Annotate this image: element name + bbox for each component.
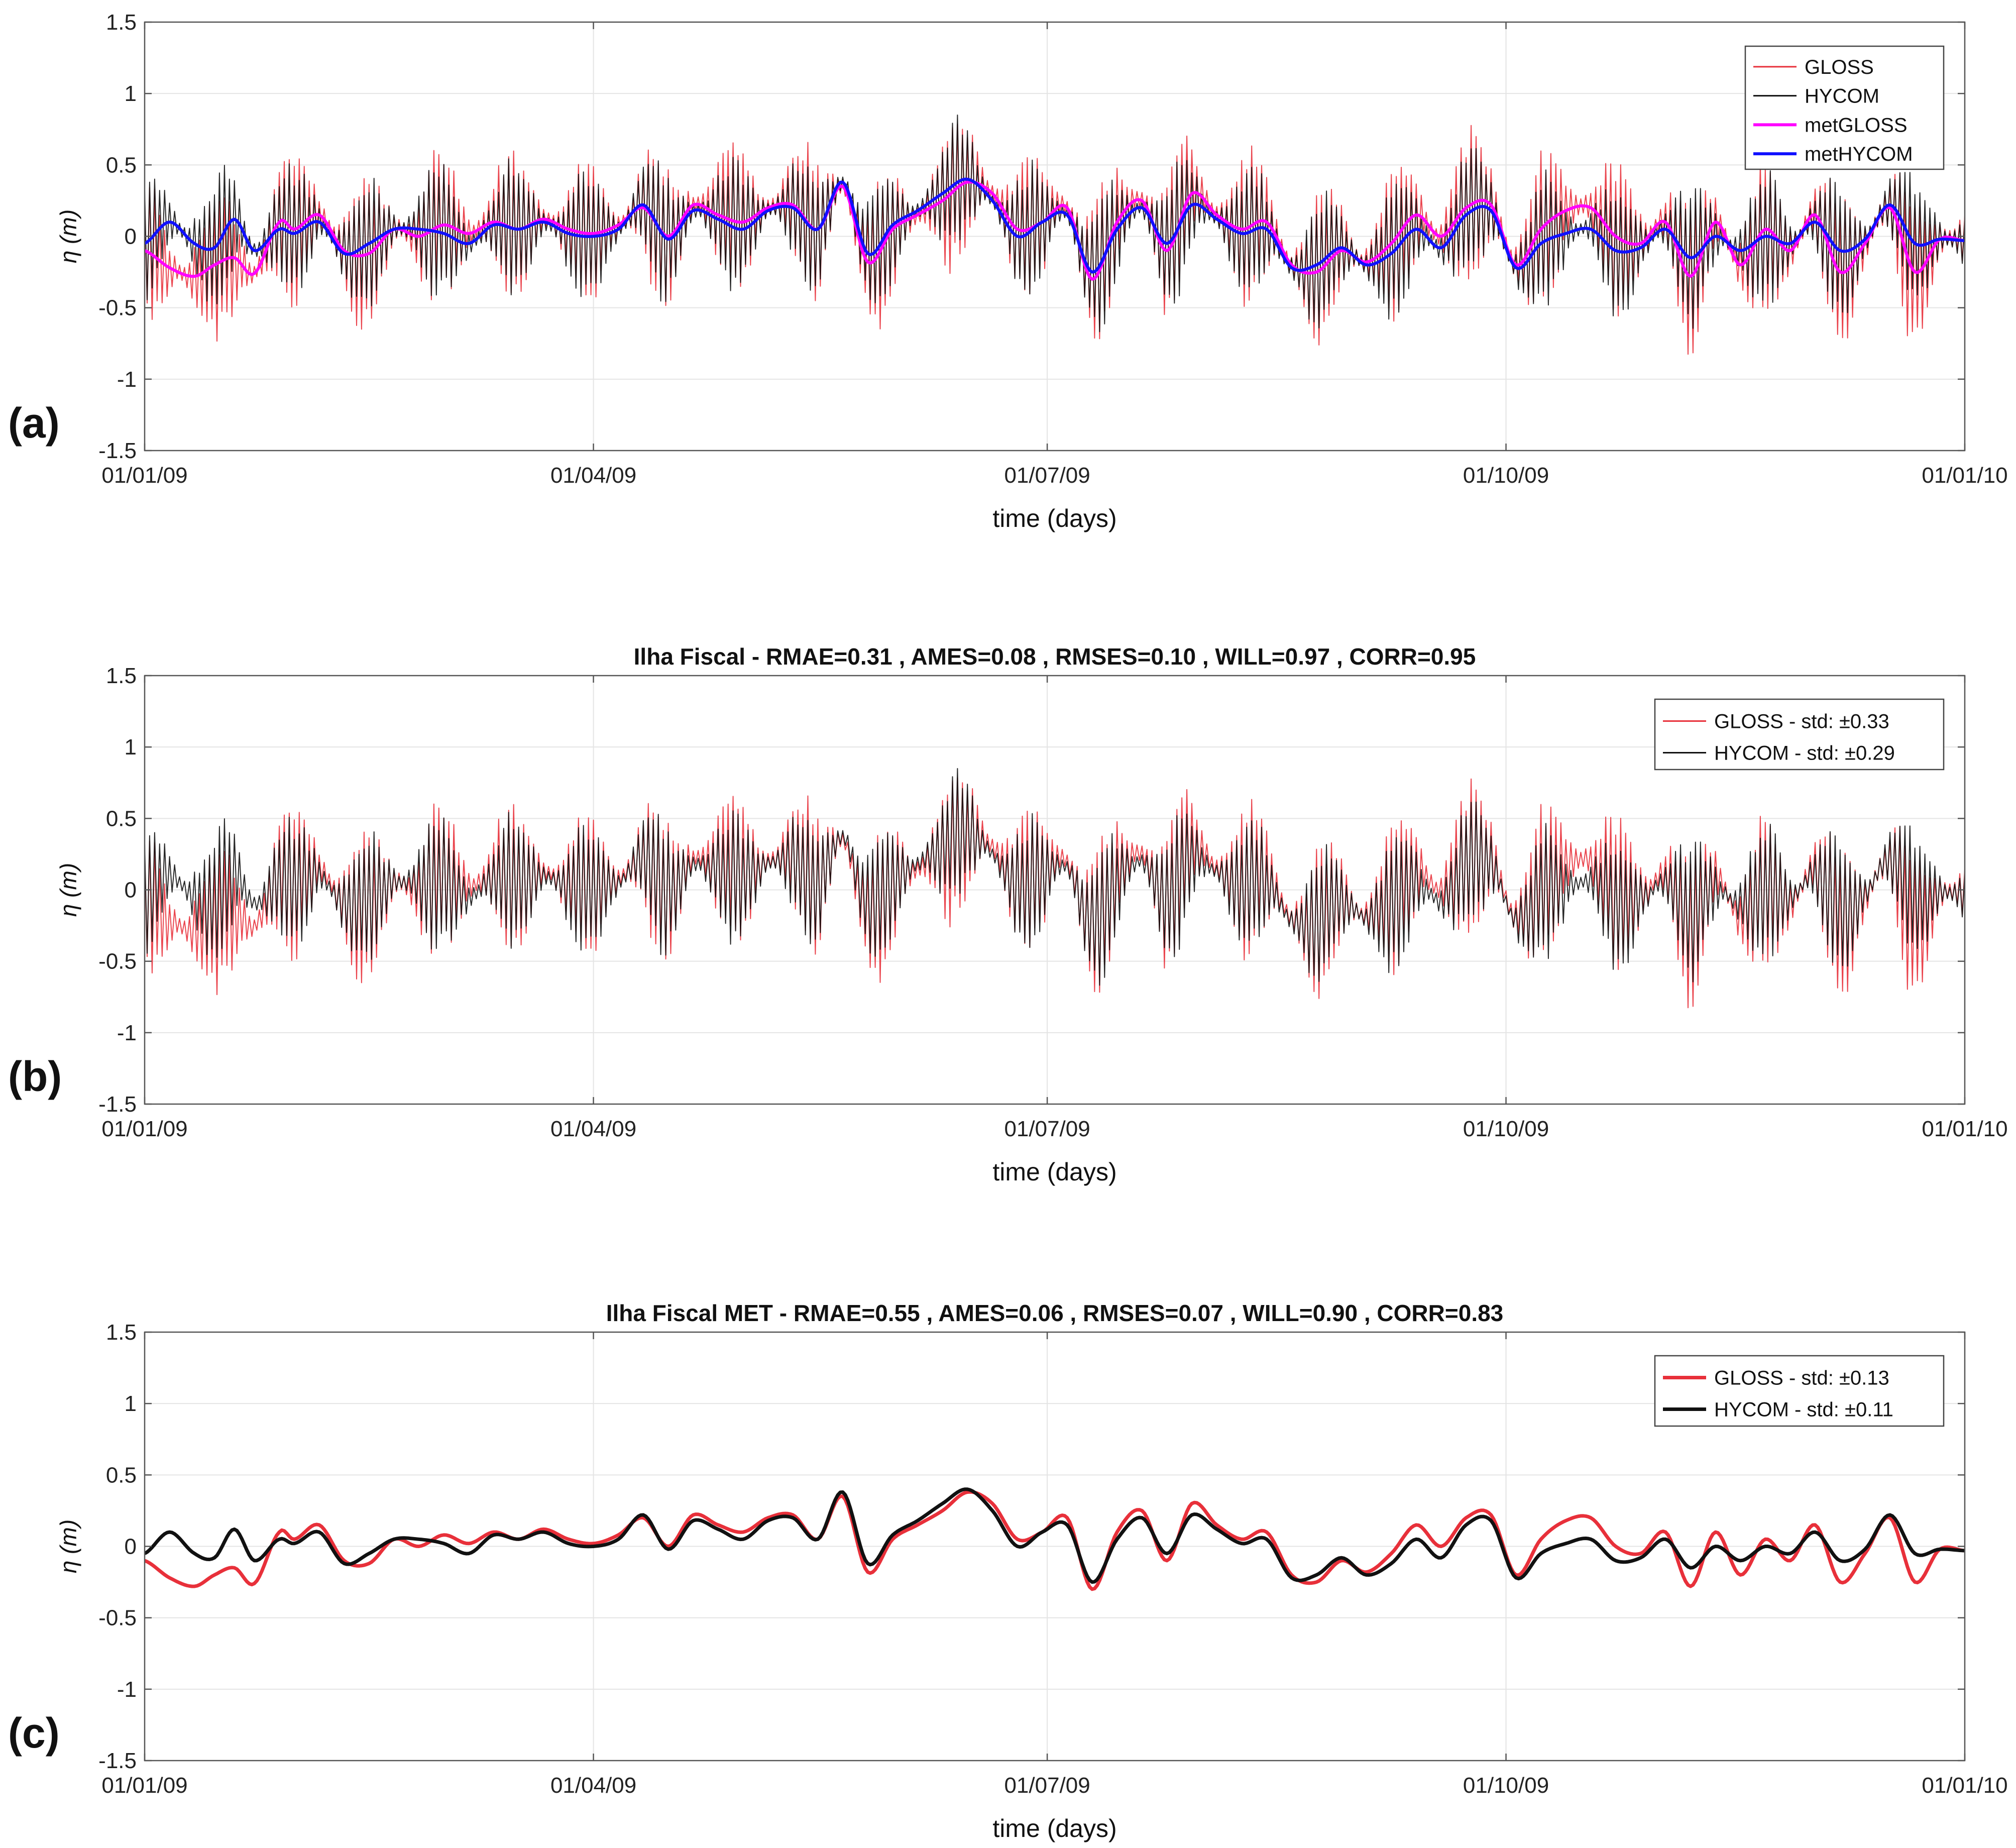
- x-tick-label: 01/07/09: [1004, 463, 1090, 488]
- y-tick-label: 0: [125, 225, 137, 249]
- y-tick-label: -1: [117, 1677, 137, 1702]
- y-tick-label: 1: [125, 1391, 137, 1416]
- y-axis-label: η (m): [55, 1519, 81, 1573]
- x-tick-label: 01/04/09: [550, 1773, 636, 1798]
- series-line-2-2: [145, 768, 1965, 986]
- legend-box: [1654, 1355, 1945, 1427]
- x-tick-label: 01/01/10: [1922, 1773, 2007, 1798]
- y-tick-label: 0.5: [106, 806, 137, 831]
- chart-title: Ilha Fiscal MET - RMAE=0.55 , AMES=0.06 …: [606, 1300, 1504, 1326]
- y-tick-label: -0.5: [98, 949, 137, 974]
- x-tick-label: 01/04/09: [550, 463, 636, 488]
- panel-label: (c): [8, 1709, 60, 1757]
- y-tick-label: -1: [117, 1021, 137, 1045]
- panel-label: (b): [8, 1053, 62, 1100]
- y-tick-label: 0: [125, 1535, 137, 1559]
- y-tick-label: 0.5: [106, 153, 137, 177]
- series-line-3-2: [145, 1487, 1965, 1584]
- x-tick-label: 01/01/09: [101, 463, 187, 488]
- y-tick-label: -1.5: [98, 1092, 137, 1117]
- y-tick-label: 0: [125, 878, 137, 903]
- panel-1: 01/01/09 01/04/09 01/07/09 01/10/09 01/01/10…: [8, 10, 2008, 532]
- y-tick-label: 1.5: [106, 1320, 137, 1345]
- legend-label: HYCOM - std: ±0.11: [1714, 1399, 1893, 1421]
- y-tick-label: 0.5: [106, 1463, 137, 1487]
- series-line-1-3: [145, 180, 1965, 281]
- x-tick-label: 01/01/09: [101, 1117, 187, 1141]
- x-axis-label: time (days): [992, 504, 1116, 532]
- x-tick-label: 01/01/10: [1922, 463, 2007, 488]
- panel-3: 01/01/09 01/04/09 01/07/09 01/10/09 01/01/10…: [8, 1300, 2008, 1842]
- y-tick-label: 1.5: [106, 664, 137, 688]
- y-tick-label: -1.5: [98, 439, 137, 463]
- y-tick-label: 1: [125, 735, 137, 759]
- series-line-1-2: [145, 115, 1965, 333]
- y-axis-label: η (m): [55, 863, 81, 917]
- legend-label: HYCOM - std: ±0.29: [1714, 742, 1895, 765]
- legend-label: GLOSS - std: ±0.13: [1714, 1367, 1889, 1389]
- x-tick-label: 01/07/09: [1004, 1773, 1090, 1798]
- y-tick-label: 1: [125, 81, 137, 106]
- x-tick-label: 01/07/09: [1004, 1117, 1090, 1141]
- panel-label: (a): [8, 399, 60, 447]
- y-tick-label: -1.5: [98, 1749, 137, 1773]
- x-axis-label: time (days): [992, 1814, 1116, 1842]
- series-line-1-4: [145, 177, 1965, 274]
- x-tick-label: 01/10/09: [1463, 1773, 1549, 1798]
- legend-label: GLOSS - std: ±0.33: [1714, 711, 1889, 733]
- x-tick-label: 01/10/09: [1463, 463, 1549, 488]
- legend-label: HYCOM: [1805, 85, 1879, 107]
- panel-2: 01/01/09 01/04/09 01/07/09 01/10/09 01/01/10…: [8, 643, 2008, 1186]
- series-group: [145, 1487, 1965, 1591]
- y-tick-label: -0.5: [98, 1606, 137, 1630]
- y-tick-label: -0.5: [98, 296, 137, 320]
- legend-label: metGLOSS: [1805, 114, 1908, 136]
- legend-label: GLOSS: [1805, 56, 1874, 78]
- legend-label: metHYCOM: [1805, 143, 1913, 165]
- y-axis-label: η (m): [55, 209, 81, 263]
- x-axis-label: time (days): [992, 1158, 1116, 1186]
- series-line-3-1: [145, 1490, 1965, 1591]
- x-tick-label: 01/01/09: [101, 1773, 187, 1798]
- legend-box: [1654, 698, 1945, 771]
- y-tick-label: -1: [117, 367, 137, 392]
- x-tick-label: 01/01/10: [1922, 1117, 2007, 1141]
- chart-title: Ilha Fiscal - RMAE=0.31 , AMES=0.08 , RM…: [634, 643, 1476, 670]
- x-tick-label: 01/04/09: [550, 1117, 636, 1141]
- series-group: [145, 115, 1965, 355]
- x-tick-label: 01/10/09: [1463, 1117, 1549, 1141]
- series-group: [145, 768, 1965, 1009]
- y-tick-label: 1.5: [106, 10, 137, 35]
